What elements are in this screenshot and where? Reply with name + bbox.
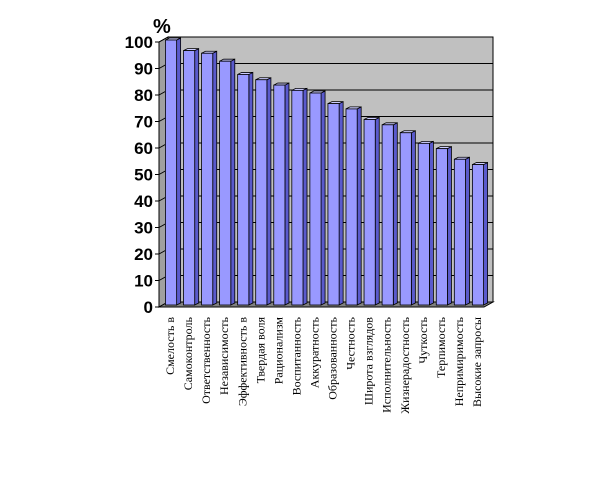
x-tick-label: Честность — [344, 316, 358, 369]
x-tick-label: Смелость в — [163, 317, 177, 375]
bar — [183, 47, 200, 306]
x-tick-label: Рационализм — [271, 317, 285, 385]
bar — [273, 82, 290, 306]
y-tick-label: 40 — [134, 192, 153, 211]
x-tick-label: Терпимость — [434, 316, 448, 378]
bar-front — [363, 119, 376, 306]
x-tick-label: Самоконтроль — [181, 316, 195, 390]
bar — [309, 90, 326, 306]
x-tick-label: Независимость — [217, 316, 231, 395]
bar-front — [255, 79, 268, 306]
bar — [363, 116, 380, 306]
y-tick-label: 70 — [134, 113, 153, 132]
bar-side — [212, 50, 218, 306]
bar-side — [176, 37, 182, 306]
bar-front — [201, 52, 214, 306]
bar-side — [338, 100, 344, 306]
y-tick-label: 60 — [134, 139, 153, 158]
y-axis-label: % — [153, 16, 171, 38]
bar — [201, 50, 218, 306]
y-tick-label: 80 — [134, 86, 153, 105]
bar-front — [309, 92, 322, 306]
bar-front — [291, 89, 304, 306]
bar-front — [273, 84, 286, 306]
x-tick-label: Образованность — [326, 316, 340, 399]
bar-front — [471, 164, 484, 306]
bar — [381, 122, 398, 306]
bar — [237, 71, 254, 306]
bar-front — [219, 60, 232, 306]
x-tick-label: Широта взглядов — [362, 317, 376, 405]
bar-front — [435, 148, 448, 306]
bar — [453, 156, 470, 306]
bar-front — [381, 124, 394, 306]
bar — [291, 87, 308, 306]
bar-side — [320, 90, 326, 306]
bar — [219, 58, 236, 306]
bar — [399, 130, 416, 306]
y-tick-label: 100 — [125, 33, 153, 52]
bar-side — [284, 82, 290, 306]
bar-side — [266, 77, 272, 306]
x-tick-label: Твердая воля — [253, 317, 267, 384]
bar-front — [417, 142, 430, 306]
y-tick-label: 10 — [134, 272, 153, 291]
bar-side — [465, 156, 470, 306]
x-tick-label: Жизнерадостность — [398, 316, 412, 413]
bar — [417, 140, 434, 306]
x-tick-label: Чуткость — [416, 316, 430, 363]
bar-front — [183, 50, 196, 306]
x-tick-label: Ответственность — [199, 316, 213, 403]
bar-side — [356, 106, 362, 306]
y-tick-label: 90 — [134, 60, 153, 79]
bar — [435, 146, 452, 306]
gridline-side — [158, 36, 169, 43]
bar-side — [392, 122, 398, 306]
bar-side — [447, 146, 452, 306]
bars — [165, 37, 488, 306]
bar-front — [399, 132, 412, 306]
x-tick-label: Воспитанность — [289, 316, 303, 395]
bar — [327, 100, 344, 306]
x-tick-label: Эффективность в — [235, 317, 249, 406]
bar-side — [302, 87, 308, 306]
bar-side — [230, 58, 236, 306]
bar-side — [374, 116, 380, 306]
y-tick-label: 30 — [134, 219, 153, 238]
bar-side — [483, 161, 488, 306]
x-tick-label: Аккуратность — [307, 316, 321, 388]
x-axis-ticks: Смелость в Самоконтроль Ответственность Нез… — [163, 316, 484, 413]
bar-side — [248, 71, 254, 306]
bar-side — [429, 140, 434, 306]
x-tick-label: Исполнительность — [380, 316, 394, 412]
y-tick-label: 50 — [134, 166, 153, 185]
bar-side — [194, 47, 200, 306]
y-tick-label: 20 — [134, 245, 153, 264]
y-tick-label: 0 — [144, 298, 153, 317]
bar-front — [237, 74, 250, 306]
bar-side — [410, 130, 416, 306]
y-axis-ticks: 0 10 20 30 40 50 60 70 80 90 100 — [125, 33, 160, 317]
x-tick-label: Высокие запросы — [470, 317, 484, 407]
bar-front — [165, 39, 178, 306]
bar — [471, 161, 488, 306]
bar-front — [453, 158, 466, 306]
x-tick-label: Непримиримость — [452, 316, 466, 406]
bar — [345, 106, 362, 306]
bar — [255, 77, 272, 306]
bar-front — [327, 103, 340, 306]
bar — [165, 37, 182, 306]
bar-front — [345, 108, 358, 306]
